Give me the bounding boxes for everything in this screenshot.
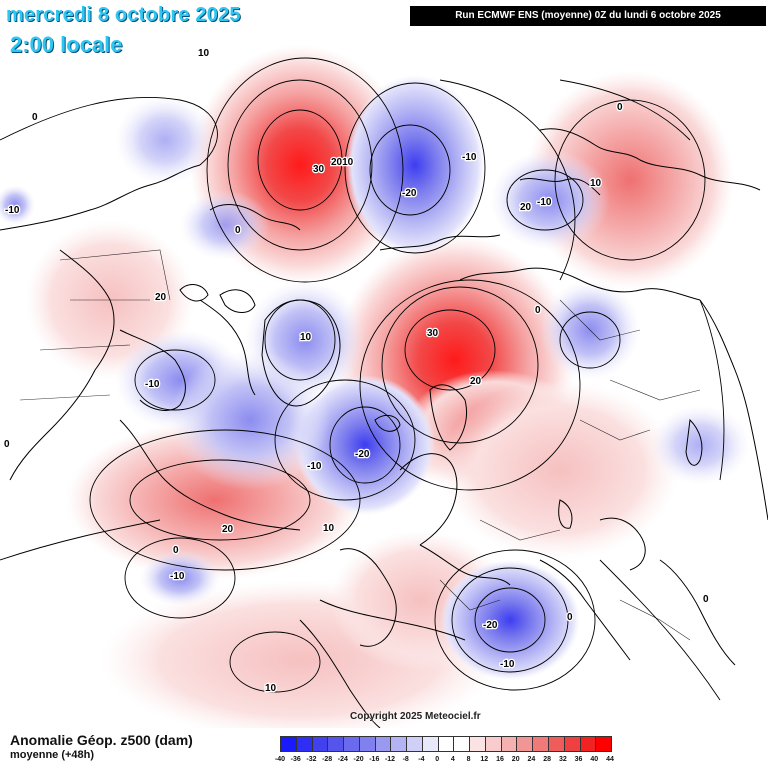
color-swatch	[407, 737, 423, 751]
color-swatch	[296, 737, 313, 751]
color-swatch	[501, 737, 518, 751]
color-tick-label: 4	[450, 756, 455, 763]
contour-label: -10	[462, 152, 477, 163]
contour-label: -10	[537, 197, 552, 208]
color-tick-label: 32	[558, 756, 567, 763]
color-tick-label: 28	[543, 756, 552, 763]
forecast-time-title: 2:00 locale	[10, 32, 123, 57]
color-tick-label: -8	[402, 756, 409, 763]
contour-label: 10	[300, 332, 312, 343]
contour-label: 10	[323, 523, 335, 534]
color-swatch	[517, 737, 534, 751]
variable-title: Anomalie Géop. z500 (dam)	[10, 732, 193, 748]
color-tick-label: -32	[306, 756, 317, 763]
color-swatch	[281, 737, 297, 751]
color-swatch	[533, 737, 550, 751]
color-tick-label: -16	[369, 756, 380, 763]
contour-label: 10	[198, 48, 210, 59]
color-tick-label: -24	[337, 756, 348, 763]
contour-labels: 0 10 20 30 -10 -20 2010 0 -10 -20 20 10 …	[3, 47, 711, 696]
color-tick-label: -36	[290, 756, 301, 763]
contour-lines	[0, 57, 725, 701]
contour-label: 2010	[331, 157, 354, 168]
color-scale-bar	[280, 736, 612, 752]
color-swatch	[438, 737, 455, 751]
color-swatch	[470, 737, 486, 751]
model-run-banner: Run ECMWF ENS (moyenne) 0Z du lundi 6 oc…	[410, 6, 766, 26]
contour-label: 10	[265, 683, 277, 694]
contour-label: 20	[470, 376, 482, 387]
forecast-date-title: mercredi 8 octobre 2025	[6, 4, 241, 26]
copyright-text: Copyright 2025 Meteociel.fr	[350, 711, 481, 722]
contour-label: 20	[520, 202, 532, 213]
variable-subtitle: moyenne (+48h)	[10, 749, 95, 761]
contour-label: 30	[313, 164, 325, 175]
color-swatch	[391, 737, 408, 751]
contour-label: 0	[173, 545, 179, 556]
color-swatch	[596, 737, 612, 751]
contour-label: -10	[307, 461, 322, 472]
color-swatch	[549, 737, 565, 751]
color-swatch	[454, 737, 471, 751]
contour-label: -10	[145, 379, 160, 390]
contour-label: 0	[567, 612, 573, 623]
contour-label: -20	[355, 449, 370, 460]
color-swatch	[375, 737, 392, 751]
contour-label: 30	[427, 328, 439, 339]
color-tick-label: -28	[322, 756, 333, 763]
contour-label: -10	[170, 571, 185, 582]
contour-label: 0	[32, 112, 38, 123]
contour-label: -20	[402, 188, 417, 199]
color-tick-label: 36	[574, 756, 583, 763]
color-tick-label: 16	[496, 756, 504, 763]
color-tick-label: 0	[435, 756, 440, 763]
anomaly-shading	[0, 45, 750, 728]
contour-label: -10	[500, 659, 515, 670]
color-swatch	[344, 737, 360, 751]
color-swatch	[422, 737, 439, 751]
contour-label: 20	[222, 524, 234, 535]
color-tick-label: 8	[466, 756, 471, 763]
color-tick-label: 44	[606, 756, 614, 763]
contour-label: 0	[4, 439, 10, 450]
contour-label: -10	[5, 205, 20, 216]
contour-label: 0	[617, 102, 623, 113]
contour-label: -20	[483, 620, 498, 631]
color-swatch	[359, 737, 376, 751]
color-tick-label: 24	[527, 756, 536, 763]
contour-label: 20	[155, 292, 167, 303]
color-scale-ticks: -40 -36 -32 -28 -24 -20 -16 -12 -8 -4 0 4 8 12 16 20 24 2…	[275, 756, 614, 766]
borders	[19, 249, 701, 641]
coastlines	[0, 128, 768, 728]
contour-label: 0	[235, 225, 241, 236]
color-tick-label: -4	[418, 756, 425, 763]
color-tick-label: 40	[590, 756, 599, 763]
color-swatch	[564, 737, 581, 751]
color-tick-label: 12	[480, 756, 489, 763]
geopotential-anomaly-map: 0 10 20 30 -10 -20 2010 0 -10 -20 20 10 …	[0, 45, 768, 728]
contour-label: 0	[703, 594, 709, 605]
color-swatch	[312, 737, 329, 751]
color-tick-label: -12	[384, 756, 396, 763]
color-swatch	[580, 737, 597, 751]
color-swatch	[328, 737, 345, 751]
contour-label: 10	[590, 178, 602, 189]
color-tick-label: -40	[274, 756, 286, 763]
contour-label: 0	[535, 305, 541, 316]
color-tick-label: 20	[511, 756, 520, 763]
color-tick-label: -20	[353, 756, 364, 763]
color-swatch	[485, 737, 502, 751]
